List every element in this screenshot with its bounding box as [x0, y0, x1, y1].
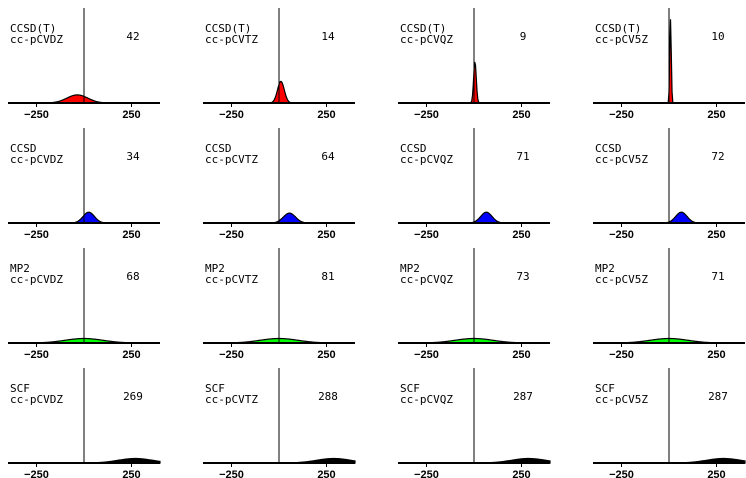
- basis-label: cc-pCVDZ: [10, 33, 63, 46]
- method-label: MP2: [10, 262, 30, 275]
- method-label: CCSD: [10, 142, 37, 155]
- x-tick-label: 250: [317, 349, 335, 361]
- error-value-label: 64: [321, 150, 335, 163]
- x-tick-label: −250: [24, 349, 49, 361]
- error-value-label: 68: [126, 270, 139, 283]
- basis-label: cc-pCVTZ: [205, 273, 258, 286]
- panel-ccsdt-cc-pcvtz: −250 250 CCSD(T)cc-pCVTZ 14: [203, 8, 355, 121]
- x-tick-label: 250: [122, 109, 140, 121]
- method-label: CCSD(T): [400, 22, 446, 35]
- x-tick-label: 250: [317, 229, 335, 241]
- x-tick-label: −250: [24, 469, 49, 478]
- x-tick-label: −250: [414, 349, 439, 361]
- x-tick-label: −250: [609, 109, 634, 121]
- basis-label: cc-pCV5Z: [595, 33, 648, 46]
- method-label: MP2: [595, 262, 615, 275]
- x-tick-label: −250: [414, 109, 439, 121]
- x-tick-label: 250: [512, 349, 530, 361]
- x-tick-label: −250: [609, 349, 634, 361]
- x-tick-label: −250: [219, 109, 244, 121]
- basis-label: cc-pCVTZ: [205, 153, 258, 166]
- x-tick-label: 250: [122, 229, 140, 241]
- basis-label: cc-pCVQZ: [400, 273, 453, 286]
- x-tick-label: 250: [707, 469, 725, 478]
- error-value-label: 34: [126, 150, 140, 163]
- basis-label: cc-pCVQZ: [400, 33, 453, 46]
- basis-label: cc-pCVQZ: [400, 393, 453, 406]
- x-tick-label: 250: [707, 229, 725, 241]
- x-tick-label: 250: [512, 469, 530, 478]
- x-tick-label: 250: [707, 109, 725, 121]
- method-label: SCF: [595, 382, 615, 395]
- error-value-label: 287: [708, 390, 728, 403]
- x-tick-label: 250: [707, 349, 725, 361]
- x-tick-label: −250: [609, 229, 634, 241]
- x-tick-label: −250: [219, 469, 244, 478]
- error-value-label: 42: [126, 30, 139, 43]
- error-value-label: 287: [513, 390, 533, 403]
- method-label: CCSD: [595, 142, 622, 155]
- method-label: SCF: [400, 382, 420, 395]
- method-label: SCF: [10, 382, 30, 395]
- error-value-label: 73: [516, 270, 529, 283]
- error-value-label: 288: [318, 390, 338, 403]
- error-value-label: 10: [711, 30, 724, 43]
- x-tick-label: 250: [512, 109, 530, 121]
- panel-ccsdt-cc-pcvdz: −250 250 CCSD(T)cc-pCVDZ 42: [8, 8, 160, 121]
- x-tick-label: −250: [414, 469, 439, 478]
- method-label: CCSD: [205, 142, 232, 155]
- method-label: CCSD(T): [205, 22, 251, 35]
- x-tick-label: 250: [512, 229, 530, 241]
- error-value-label: 269: [123, 390, 143, 403]
- x-tick-label: −250: [609, 469, 634, 478]
- method-label: MP2: [400, 262, 420, 275]
- x-tick-label: −250: [219, 349, 244, 361]
- x-tick-label: 250: [122, 349, 140, 361]
- x-tick-label: −250: [24, 109, 49, 121]
- basis-label: cc-pCVQZ: [400, 153, 453, 166]
- error-value-label: 71: [516, 150, 529, 163]
- error-value-label: 14: [321, 30, 335, 43]
- method-label: CCSD(T): [595, 22, 641, 35]
- error-value-label: 71: [711, 270, 724, 283]
- x-tick-label: 250: [317, 469, 335, 478]
- x-tick-label: −250: [24, 229, 49, 241]
- basis-label: cc-pCV5Z: [595, 393, 648, 406]
- basis-label: cc-pCVDZ: [10, 393, 63, 406]
- basis-label: cc-pCV5Z: [595, 273, 648, 286]
- method-label: SCF: [205, 382, 225, 395]
- x-tick-label: −250: [414, 229, 439, 241]
- method-label: CCSD: [400, 142, 427, 155]
- panel-ccsdt-cc-pcvqz: −250 250 CCSD(T)cc-pCVQZ 9: [398, 8, 550, 121]
- panel-ccsdt-cc-pcv5z: −250 250 CCSD(T)cc-pCV5Z 10: [593, 8, 745, 121]
- error-value-label: 81: [321, 270, 334, 283]
- basis-label: cc-pCVTZ: [205, 393, 258, 406]
- x-tick-label: 250: [122, 469, 140, 478]
- basis-label: cc-pCVTZ: [205, 33, 258, 46]
- x-tick-label: 250: [317, 109, 335, 121]
- error-value-label: 9: [520, 30, 527, 43]
- basis-label: cc-pCVDZ: [10, 153, 63, 166]
- basis-label: cc-pCVDZ: [10, 273, 63, 286]
- x-tick-label: −250: [219, 229, 244, 241]
- method-label: MP2: [205, 262, 225, 275]
- error-value-label: 72: [711, 150, 724, 163]
- method-label: CCSD(T): [10, 22, 56, 35]
- basis-label: cc-pCV5Z: [595, 153, 648, 166]
